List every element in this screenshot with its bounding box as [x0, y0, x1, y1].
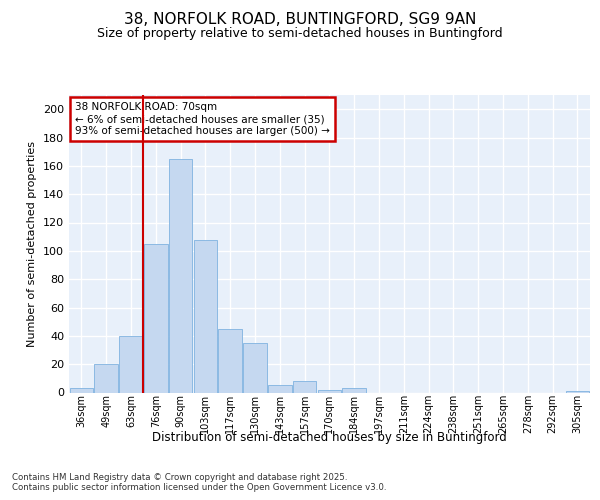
Bar: [218, 329, 242, 392]
Bar: [343, 388, 366, 392]
Bar: [194, 240, 217, 392]
Bar: [268, 386, 292, 392]
Text: 38 NORFOLK ROAD: 70sqm
← 6% of semi-detached houses are smaller (35)
93% of semi: 38 NORFOLK ROAD: 70sqm ← 6% of semi-deta…: [75, 102, 330, 136]
Bar: [243, 343, 267, 392]
Bar: [119, 336, 143, 392]
Bar: [169, 159, 193, 392]
Text: Size of property relative to semi-detached houses in Buntingford: Size of property relative to semi-detach…: [97, 28, 503, 40]
Y-axis label: Number of semi-detached properties: Number of semi-detached properties: [28, 141, 37, 347]
Bar: [94, 364, 118, 392]
Text: Distribution of semi-detached houses by size in Buntingford: Distribution of semi-detached houses by …: [152, 431, 507, 444]
Bar: [70, 388, 93, 392]
Bar: [566, 391, 589, 392]
Text: Contains HM Land Registry data © Crown copyright and database right 2025.
Contai: Contains HM Land Registry data © Crown c…: [12, 472, 386, 492]
Bar: [293, 381, 316, 392]
Bar: [317, 390, 341, 392]
Bar: [144, 244, 167, 392]
Text: 38, NORFOLK ROAD, BUNTINGFORD, SG9 9AN: 38, NORFOLK ROAD, BUNTINGFORD, SG9 9AN: [124, 12, 476, 28]
